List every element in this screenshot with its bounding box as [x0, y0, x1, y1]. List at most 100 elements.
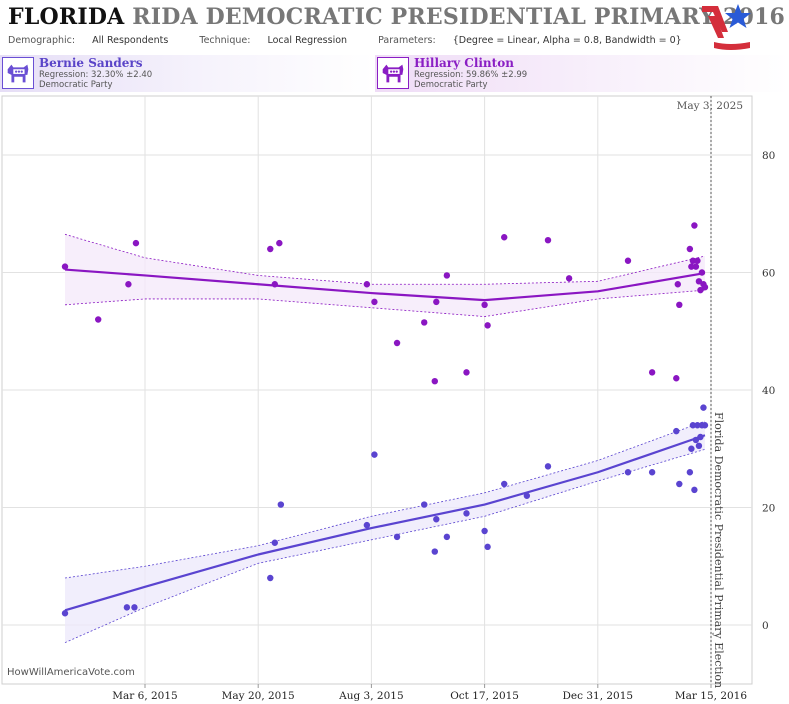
poll-point	[695, 442, 703, 450]
poll-point	[363, 521, 371, 529]
poll-point	[131, 604, 138, 611]
trend-line	[64, 434, 706, 612]
poll-point	[501, 480, 508, 488]
poll-point	[695, 278, 703, 285]
poll-point	[433, 298, 440, 306]
poll-point	[544, 236, 552, 244]
y-tick-label: 20	[762, 503, 775, 515]
poll-point	[688, 263, 695, 270]
poll-point	[691, 486, 698, 494]
poll-point	[544, 463, 552, 470]
poll-point	[371, 451, 378, 458]
candidate-party: Democratic Party	[414, 80, 488, 90]
poll-point	[698, 269, 706, 276]
poll-point	[484, 322, 491, 329]
poll-point	[125, 281, 132, 288]
site-url[interactable]: HowWillAmericaVote.com	[7, 667, 135, 678]
x-tick-label: Mar 6, 2015	[112, 690, 177, 702]
poll-point	[271, 281, 279, 288]
title-state: FLORIDA	[8, 4, 125, 30]
poll-point	[676, 480, 683, 488]
poll-point	[624, 257, 632, 264]
demographic-value: All Respondents	[92, 35, 169, 46]
poll-point	[61, 610, 69, 617]
poll-point	[624, 469, 632, 476]
poll-point	[363, 281, 371, 288]
band-upper-bound	[64, 420, 706, 579]
candidate-name: Hillary Clinton	[414, 56, 514, 70]
poll-point	[673, 427, 680, 435]
candidate-regression: Regression: 32.30% ±2.40	[39, 70, 153, 80]
x-tick-label: Mar 15, 2016	[675, 690, 747, 702]
poll-point	[686, 245, 694, 253]
parameters-label: Parameters:	[378, 35, 436, 46]
poll-point	[481, 527, 488, 535]
chart-header: FLORIDA RIDA DEMOCRATIC PRESIDENTIAL PRI…	[0, 0, 789, 54]
poll-point	[692, 436, 700, 444]
x-tick-label: Dec 31, 2015	[562, 690, 633, 702]
poll-point	[463, 369, 470, 376]
poll-point	[443, 533, 451, 541]
technique-info: Technique: Local Regression	[199, 35, 361, 46]
poll-point	[267, 574, 274, 582]
poll-point	[501, 234, 508, 241]
poll-point	[393, 339, 401, 347]
poll-point	[421, 319, 428, 326]
y-tick-label: 80	[762, 150, 775, 162]
poll-point	[701, 422, 709, 429]
poll-point	[484, 543, 491, 551]
poll-point	[676, 301, 683, 309]
poll-point	[132, 239, 140, 247]
poll-point	[697, 286, 704, 294]
poll-point	[689, 422, 697, 429]
poll-point	[393, 533, 401, 541]
parameters-value: {Degree = Linear, Alpha = 0.8, Bandwidth…	[452, 35, 682, 46]
legend-clinton[interactable]: Hillary Clinton Regression: 59.86% ±2.99…	[375, 55, 789, 92]
poll-point	[688, 445, 695, 452]
poll-point	[481, 301, 488, 309]
poll-point	[95, 316, 102, 323]
poll-point	[565, 275, 573, 282]
technique-label: Technique:	[199, 35, 251, 46]
candidate-regression: Regression: 59.86% ±2.99	[414, 70, 528, 80]
candidate-party: Democratic Party	[39, 80, 113, 90]
poll-point	[271, 539, 279, 546]
band-lower-bound	[64, 289, 705, 317]
poll-point	[673, 375, 680, 382]
poll-point	[697, 433, 704, 441]
poll-point	[277, 501, 285, 508]
x-tick-label: Aug 3, 2015	[338, 690, 403, 702]
y-tick-label: 0	[762, 620, 769, 632]
trend-line	[64, 268, 706, 302]
confidence-band	[65, 421, 705, 643]
poll-point	[431, 377, 438, 385]
democratic-donkey-icon	[2, 57, 34, 89]
poll-point	[463, 510, 470, 517]
poll-point	[421, 501, 428, 508]
poll-point	[276, 239, 283, 247]
candidate-name: Bernie Sanders	[39, 56, 143, 70]
poll-point	[689, 257, 697, 264]
poll-point	[443, 272, 451, 279]
poll-point	[694, 257, 701, 264]
poll-point	[694, 422, 701, 429]
corner-date-label: May 3, 2025	[677, 100, 743, 112]
y-tick-label: 40	[762, 385, 775, 397]
chart-title: FLORIDA RIDA DEMOCRATIC PRESIDENTIAL PRI…	[8, 4, 785, 30]
election-day-label: Florida Democratic Presidential Primary …	[712, 412, 725, 688]
poll-point	[267, 245, 274, 253]
y-tick-label: 60	[762, 268, 775, 280]
title-rest: RIDA DEMOCRATIC PRESIDENTIAL PRIMARY 201…	[132, 4, 785, 30]
band-upper-bound	[64, 233, 706, 285]
site-logo-icon[interactable]	[700, 2, 752, 52]
technique-value: Local Regression	[267, 35, 348, 46]
poll-point	[431, 548, 438, 555]
poll-point	[700, 404, 707, 411]
poll-point	[692, 263, 700, 270]
poll-point	[701, 283, 709, 291]
poll-point	[648, 469, 656, 476]
demographic-label: Demographic:	[8, 35, 76, 46]
poll-point	[648, 369, 656, 376]
legend-sanders[interactable]: Bernie Sanders Regression: 32.30% ±2.40 …	[0, 55, 375, 92]
poll-point	[691, 222, 698, 229]
